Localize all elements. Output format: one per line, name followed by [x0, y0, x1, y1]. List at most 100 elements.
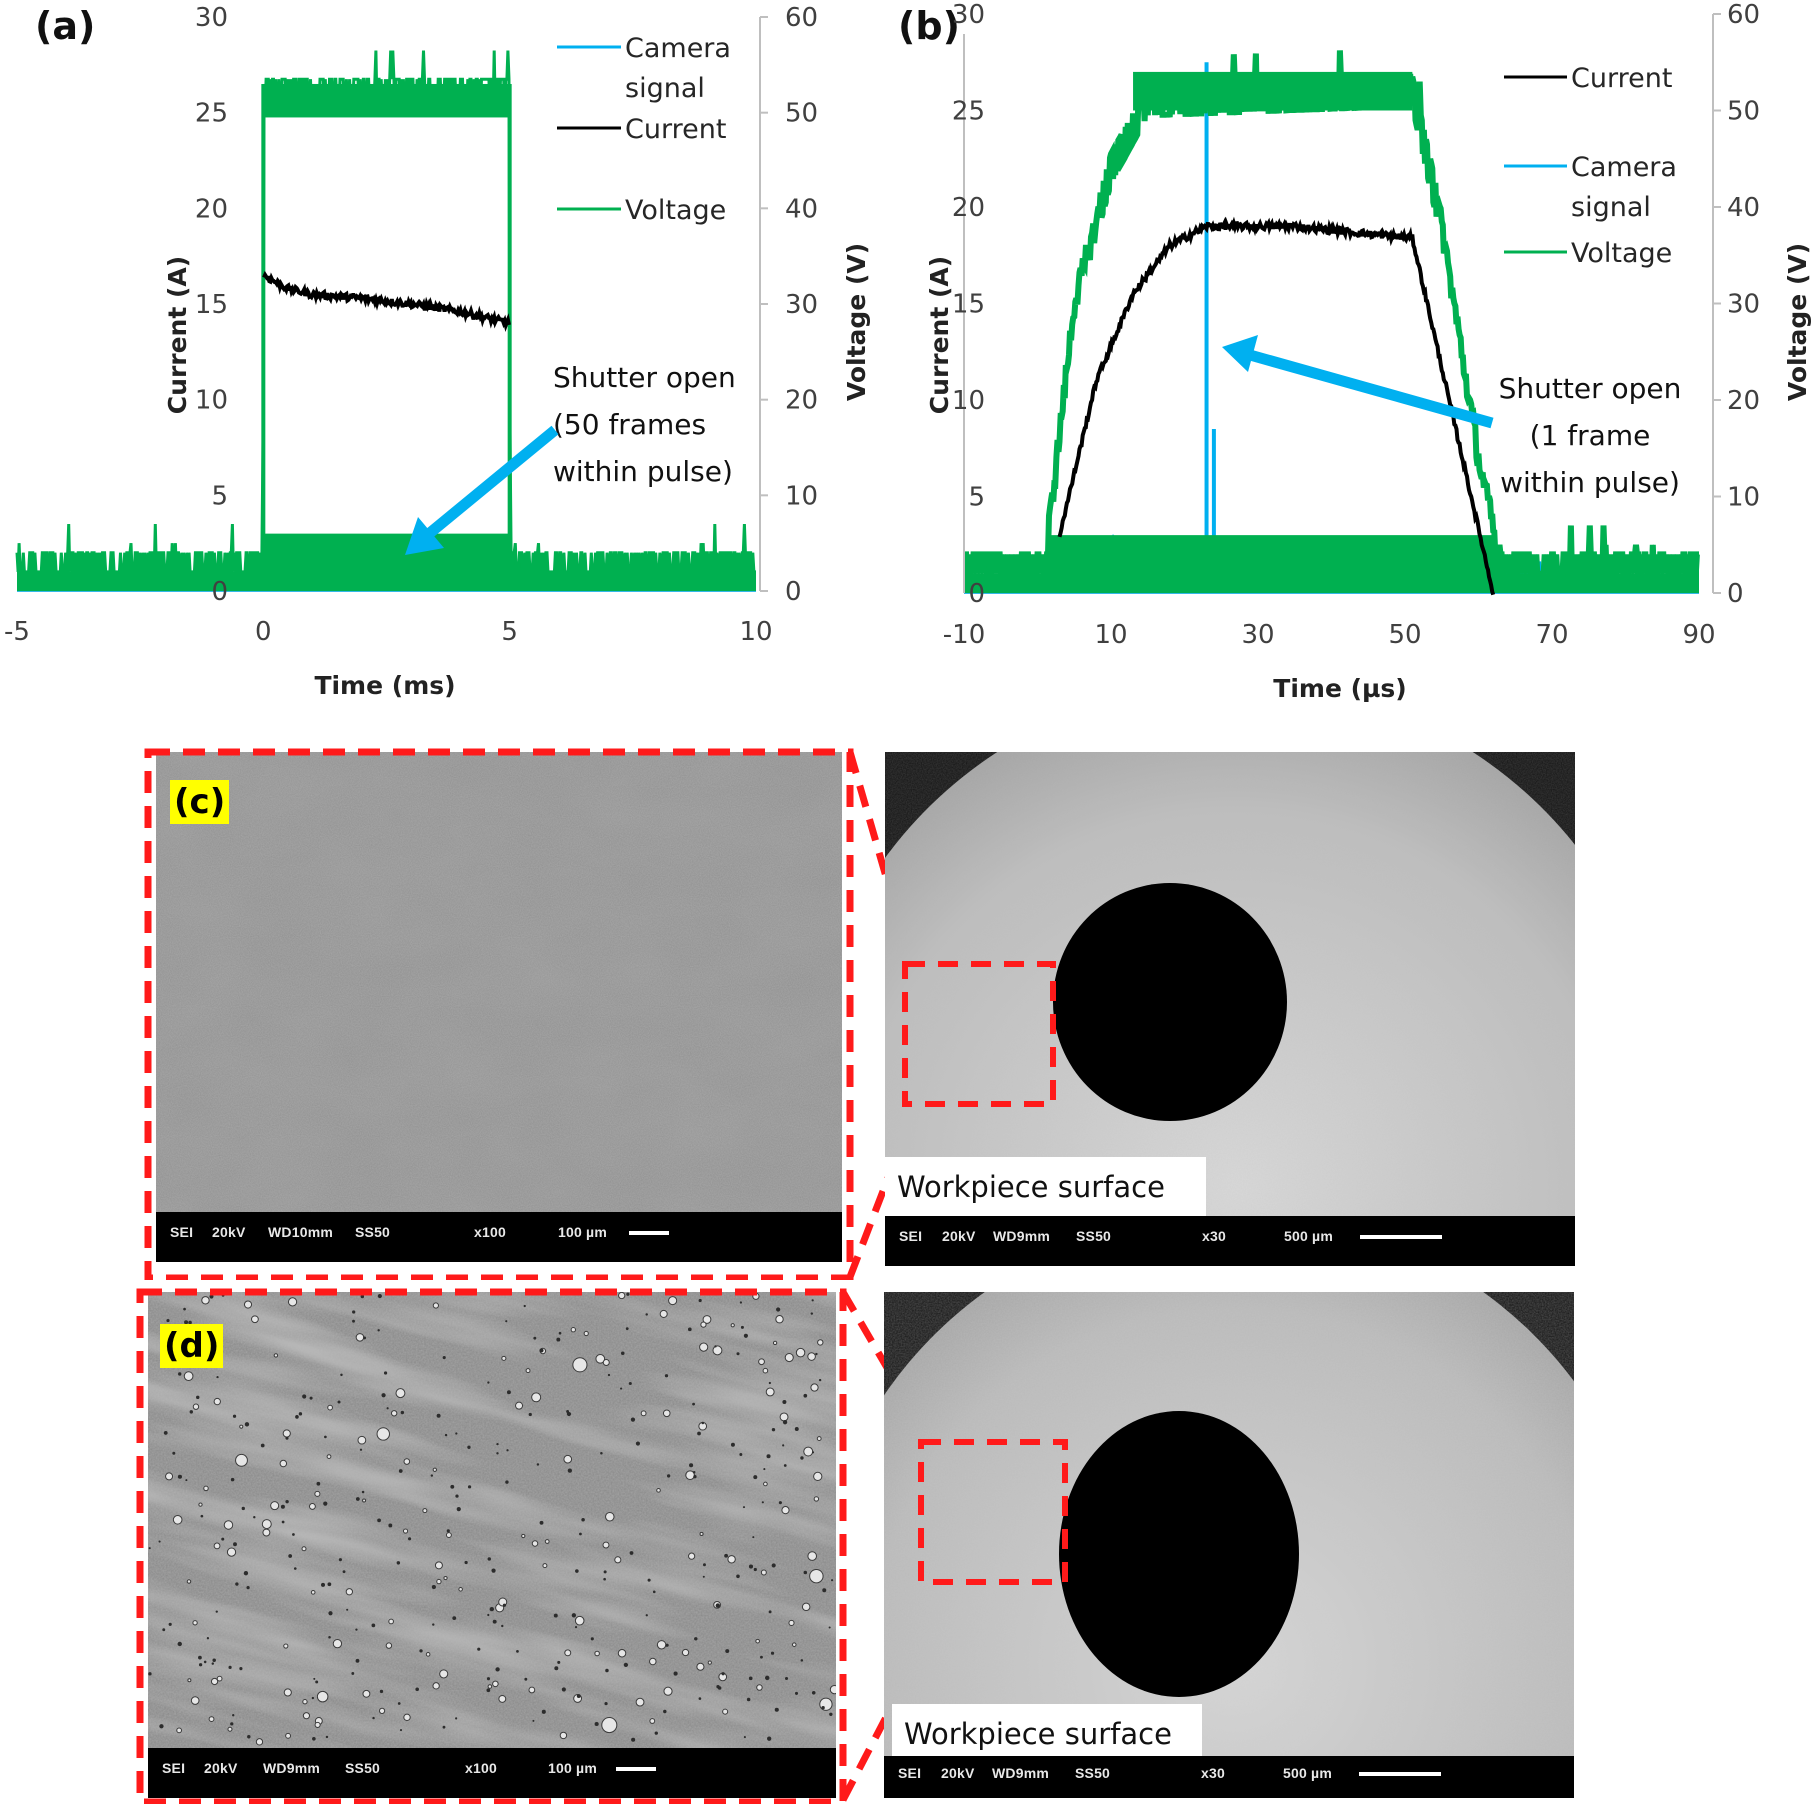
sem-voltage: 20kV	[212, 1224, 246, 1240]
y2-tick-label: 0	[785, 577, 802, 607]
legend-voltage-label: Voltage	[1571, 238, 1672, 269]
hole	[1059, 1411, 1299, 1697]
sem-scale-label: 100 µm	[558, 1224, 607, 1240]
annotation-line-2: (50 frames	[553, 408, 706, 441]
y-tick-label: 25	[195, 99, 228, 129]
legend-current-label: Current	[625, 114, 726, 145]
annotation-line-2: (1 frame	[1530, 419, 1651, 452]
sem-voltage: 20kV	[941, 1765, 975, 1781]
y2-tick-label: 30	[785, 290, 818, 320]
y2-tick-label: 10	[785, 481, 818, 511]
dashed-callout-c	[144, 748, 900, 1280]
scale-bar	[1359, 1772, 1441, 1776]
legend-camera-label-1: Camera	[625, 33, 731, 64]
annotation-line-3: within pulse)	[553, 455, 733, 488]
sem-detector: SEI	[898, 1765, 922, 1781]
scale-bar	[629, 1231, 669, 1235]
x-tick-label: 50	[1388, 620, 1421, 650]
chart-a-y-axis-title: Current (A)	[163, 256, 192, 414]
y2-tick-label: 60	[1727, 0, 1760, 30]
sem-detector: SEI	[899, 1228, 923, 1244]
sem-working-distance: WD9mm	[263, 1760, 321, 1776]
sem-magnification: x100	[465, 1760, 497, 1776]
sem-image-d-zoomed: (d) SEI 20kV WD9mm SS50 x100 100 µm	[148, 1292, 836, 1798]
y2-tick-label: 60	[785, 3, 818, 33]
sem-image-c-zoomed: (c) SEI 20kV WD10mm SS50 x100 100 µm	[156, 752, 842, 1262]
sem-magnification: x30	[1202, 1228, 1226, 1244]
chart-b-y2-axis-title: Voltage (V)	[1783, 243, 1812, 401]
sem-image-d-overview: Workpiece surface SEI 20kV WD9mm SS50 x3…	[884, 1292, 1574, 1798]
y2-tick-label: 30	[1727, 290, 1760, 320]
chart-a-traces	[15, 50, 756, 592]
y-tick-label: 15	[195, 290, 228, 320]
chart-a-x-ticks: -5 0 5 10	[4, 617, 773, 647]
workpiece-surface-label: Workpiece surface	[892, 1704, 1202, 1764]
sem-voltage: 20kV	[204, 1760, 238, 1776]
legend-camera-label-2: signal	[625, 73, 705, 104]
y2-tick-label: 20	[785, 386, 818, 416]
particles	[148, 1292, 836, 1746]
annotation-line-3: within pulse)	[1500, 466, 1680, 499]
chart-b-x-axis-title: Time (µs)	[1273, 674, 1406, 703]
y-tick-label: 0	[968, 579, 985, 609]
voltage-trace	[15, 50, 756, 591]
chart-b-traces	[963, 50, 1700, 596]
y-tick-label: 10	[952, 386, 985, 416]
sem-texture-c	[156, 752, 842, 1262]
sem-texture-d	[148, 1292, 836, 1798]
y2-tick-label: 40	[785, 194, 818, 224]
hole	[1053, 883, 1287, 1121]
sem-info-bar-d-zoomed: SEI 20kV WD9mm SS50 x100 100 µm	[148, 1748, 836, 1798]
legend-voltage-label: Voltage	[625, 195, 726, 226]
x-tick-label: 30	[1241, 620, 1274, 650]
scale-bar	[1360, 1235, 1442, 1239]
legend-camera-label-1: Camera	[1571, 152, 1677, 183]
sem-spot-size: SS50	[1076, 1228, 1112, 1244]
dashed-callout-d	[136, 1288, 900, 1804]
y-tick-label: 30	[195, 3, 228, 33]
chart-a-y-ticks: 0 5 10 15 20 25 30	[195, 3, 228, 607]
y-tick-label: 25	[952, 97, 985, 127]
sem-scale-label: 500 µm	[1284, 1228, 1333, 1244]
current-trace	[262, 270, 511, 333]
y-tick-label: 20	[952, 193, 985, 223]
chart-b-legend: Current Camera signal Voltage	[1504, 63, 1677, 269]
annotation-arrow-icon	[1222, 335, 1494, 429]
sem-working-distance: WD9mm	[993, 1228, 1051, 1244]
x-tick-label: 5	[501, 617, 518, 647]
y-tick-label: 15	[952, 290, 985, 320]
x-tick-label: 10	[1094, 620, 1127, 650]
sem-working-distance: WD10mm	[268, 1224, 333, 1240]
x-tick-label: -5	[4, 617, 30, 647]
chart-a-x-axis-title: Time (ms)	[314, 671, 455, 700]
sem-magnification: x30	[1201, 1765, 1225, 1781]
chart-b-x-ticks: -10 10 30 50 70 90	[943, 620, 1716, 650]
sem-scale-label: 500 µm	[1283, 1765, 1332, 1781]
y2-tick-label: 50	[785, 99, 818, 129]
y-tick-label: 0	[211, 577, 228, 607]
chart-b-annotation: Shutter open (1 frame within pulse)	[1222, 335, 1681, 499]
sem-magnification: x100	[474, 1224, 506, 1240]
workpiece-surface-label: Workpiece surface	[885, 1157, 1206, 1217]
chart-a-annotation: Shutter open (50 frames within pulse)	[405, 361, 736, 555]
chart-a-y2-ticks: 0 10 20 30 40 50 60	[760, 3, 818, 607]
annotation-line-1: Shutter open	[1499, 372, 1682, 405]
sem-spot-size: SS50	[355, 1224, 391, 1240]
x-tick-label: 90	[1682, 620, 1715, 650]
annotation-line-1: Shutter open	[553, 361, 736, 394]
current-trace	[1057, 216, 1496, 596]
legend-current-label: Current	[1571, 63, 1672, 94]
y-tick-label: 5	[211, 481, 228, 511]
panel-label-a: (a)	[35, 4, 96, 48]
x-tick-label: 70	[1535, 620, 1568, 650]
sem-scale-label: 100 µm	[548, 1760, 597, 1776]
sem-working-distance: WD9mm	[992, 1765, 1050, 1781]
sem-info-bar-c-zoomed: SEI 20kV WD10mm SS50 x100 100 µm	[156, 1212, 842, 1262]
y-tick-label: 30	[952, 0, 985, 30]
y-tick-label: 5	[968, 483, 985, 513]
chart-a-y2-axis-title: Voltage (V)	[842, 243, 871, 401]
x-tick-label: -10	[943, 620, 985, 650]
sem-voltage: 20kV	[942, 1228, 976, 1244]
scale-bar	[616, 1767, 656, 1771]
y2-tick-label: 0	[1727, 579, 1744, 609]
